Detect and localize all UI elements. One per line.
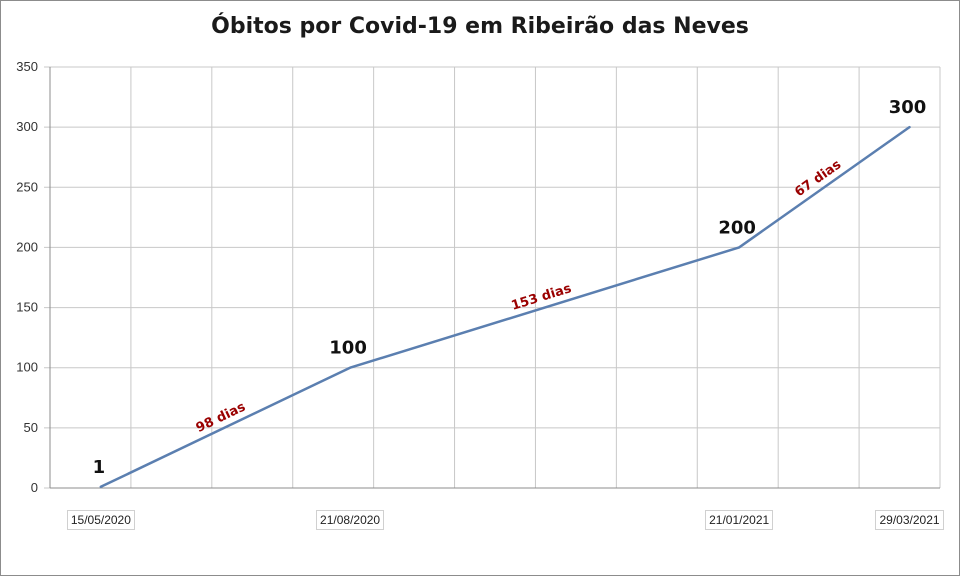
y-tick-label: 0 bbox=[31, 480, 38, 495]
x-tick-label: 15/05/2020 bbox=[66, 510, 135, 530]
series-line bbox=[99, 125, 911, 489]
x-tick-label: 29/03/2021 bbox=[875, 510, 944, 530]
y-tick-label: 200 bbox=[16, 239, 38, 254]
x-tick-label: 21/08/2020 bbox=[316, 510, 385, 530]
point-label: 100 bbox=[329, 338, 367, 359]
y-tick-label: 250 bbox=[16, 179, 38, 194]
y-tick-label: 350 bbox=[16, 59, 38, 74]
point-label: 1 bbox=[93, 457, 106, 478]
y-tick-label: 50 bbox=[24, 420, 38, 435]
chart-title: Óbitos por Covid-19 em Ribeirão das Neve… bbox=[211, 14, 749, 39]
y-tick-label: 150 bbox=[16, 300, 38, 315]
axes bbox=[49, 67, 940, 489]
point-label: 300 bbox=[889, 97, 927, 118]
series-lines bbox=[99, 125, 911, 489]
y-tick-label: 100 bbox=[16, 360, 38, 375]
y-tick-labels: 0 50 100 150 200 250 300 350 bbox=[16, 59, 38, 495]
x-tick-label: 21/01/2021 bbox=[705, 510, 774, 530]
y-tick-label: 300 bbox=[16, 119, 38, 134]
vertical-gridlines bbox=[49, 67, 941, 488]
point-labels: 1 100 200 300 bbox=[93, 97, 927, 478]
point-label: 200 bbox=[718, 217, 756, 238]
horizontal-gridlines bbox=[44, 66, 940, 489]
